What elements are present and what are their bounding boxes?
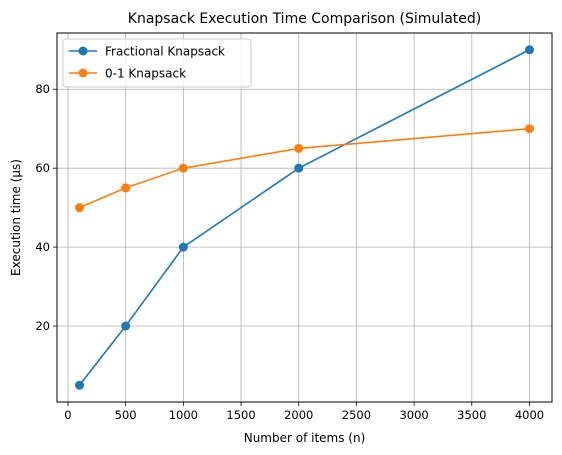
data-point-fractional-knapsack (525, 45, 534, 55)
series-group (75, 45, 534, 390)
grid-lines (57, 33, 552, 402)
y-axis-label: Execution time (µs) (9, 159, 23, 276)
x-tick-label: 0 (64, 408, 71, 422)
chart-title: Knapsack Execution Time Comparison (Simu… (128, 11, 481, 27)
series-line-fractional-knapsack (78, 49, 530, 386)
legend-label-fractional-knapsack: Fractional Knapsack (105, 45, 225, 59)
legend-swatch-marker-fractional-knapsack (78, 46, 88, 56)
y-tick-label: 80 (35, 82, 50, 96)
y-axis-ticks: 20 40 60 80 (35, 82, 57, 333)
x-tick-label: 2000 (284, 408, 313, 422)
x-tick-label: 4000 (515, 408, 544, 422)
x-axis-label: Number of items (n) (244, 431, 366, 445)
y-tick-label: 20 (35, 319, 50, 333)
legend: Fractional Knapsack 0-1 Knapsack (62, 38, 252, 88)
x-axis-ticks: 0 500 1000 1500 2000 2500 3000 3500 4000 (64, 402, 544, 422)
plot-area-frame (56, 32, 553, 403)
x-tick-label: 3000 (399, 408, 428, 422)
data-point-fractional-knapsack (294, 163, 304, 173)
legend-frame (62, 38, 252, 88)
y-tick-label: 60 (35, 161, 50, 175)
data-point-0-1-knapsack (121, 183, 131, 193)
x-tick-label: 1500 (226, 408, 255, 422)
legend-label-0-1-knapsack: 0-1 Knapsack (105, 67, 186, 81)
data-point-fractional-knapsack (75, 380, 84, 390)
x-tick-label: 3500 (457, 408, 486, 422)
legend-swatch-marker-0-1-knapsack (78, 68, 88, 78)
x-tick-label: 1000 (169, 408, 198, 422)
data-point-0-1-knapsack (75, 203, 84, 213)
x-tick-label: 2500 (342, 408, 371, 422)
x-tick-label: 500 (115, 408, 137, 422)
data-point-0-1-knapsack (178, 163, 188, 173)
y-tick-label: 40 (35, 240, 50, 254)
data-point-fractional-knapsack (121, 321, 131, 331)
data-point-0-1-knapsack (294, 143, 304, 153)
data-point-fractional-knapsack (178, 242, 188, 252)
data-point-0-1-knapsack (525, 124, 534, 134)
